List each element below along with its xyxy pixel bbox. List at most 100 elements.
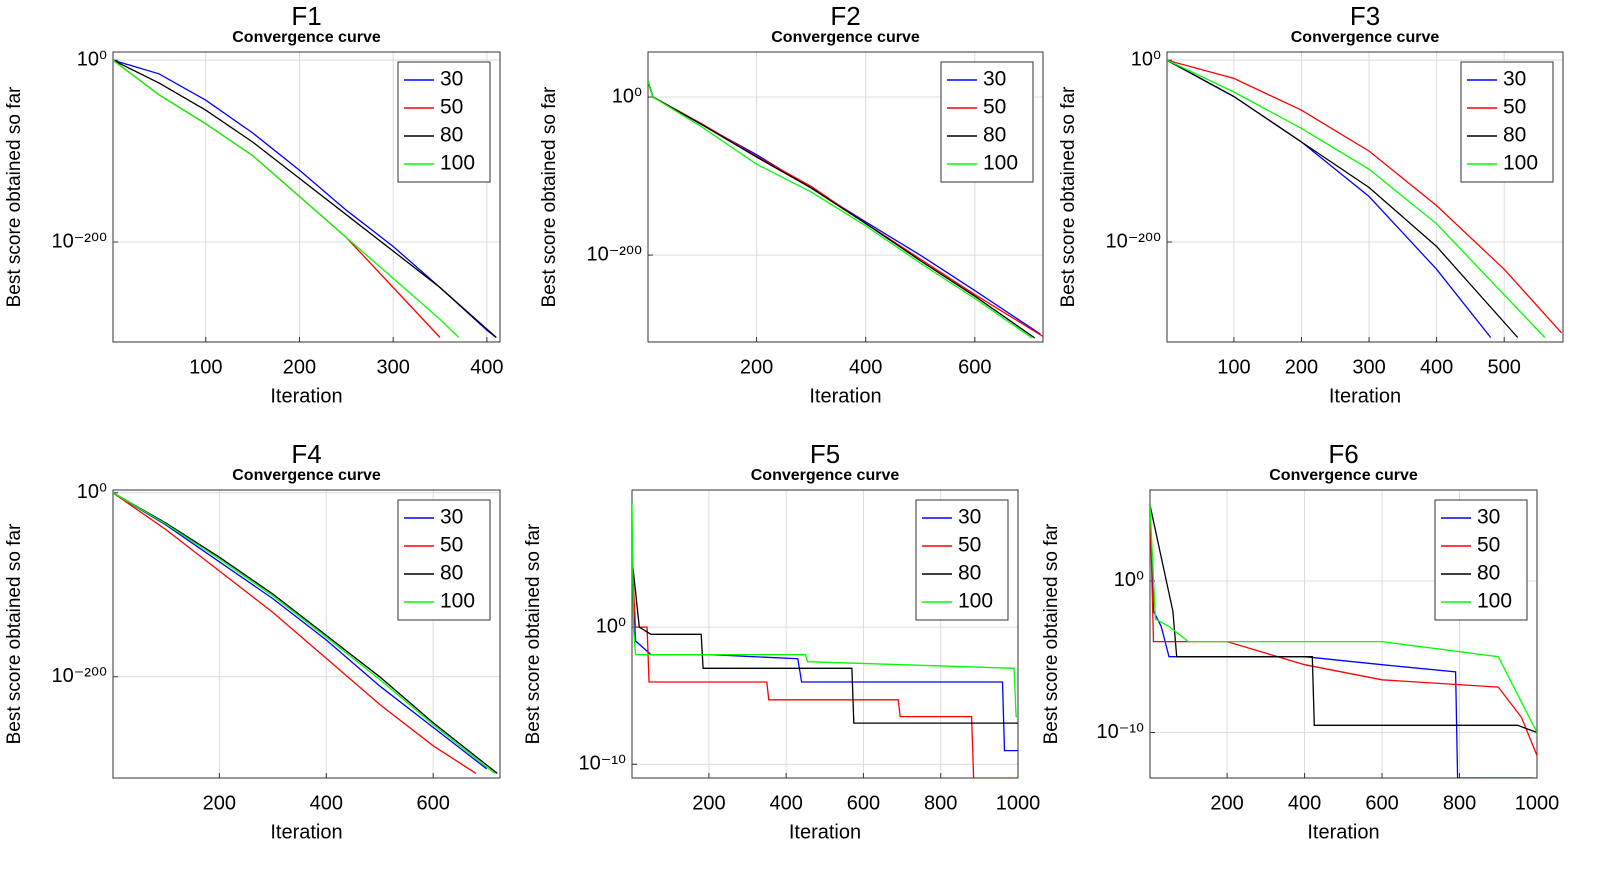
x-axis-label: Iteration <box>270 821 342 843</box>
y-tick-label: 10⁰ <box>1114 569 1144 591</box>
y-tick-label: 10⁻²⁰⁰ <box>1106 230 1162 252</box>
x-tick-label: 100 <box>1217 356 1250 378</box>
series-line <box>113 59 460 338</box>
x-axis-label: Iteration <box>270 385 342 407</box>
legend-label: 100 <box>440 152 475 175</box>
x-tick-label: 600 <box>847 792 880 814</box>
x-tick-label: 400 <box>849 356 882 378</box>
chart-title: Convergence curve <box>771 29 920 46</box>
legend-label: 50 <box>440 534 463 557</box>
y-axis-label: Best score obtained so far <box>1041 523 1062 744</box>
y-tick-label: 10⁻¹⁰ <box>579 753 626 775</box>
legend-box <box>1434 499 1528 621</box>
panel-label: F6 <box>1328 439 1358 469</box>
series-line <box>113 492 487 770</box>
x-tick-label: 200 <box>692 792 725 814</box>
y-tick-label: 10⁻²⁰⁰ <box>52 665 108 687</box>
series-line <box>1150 505 1535 778</box>
x-tick-label: 200 <box>283 356 316 378</box>
y-axis-label: Best score obtained so far <box>1058 86 1079 307</box>
series-line <box>632 558 1018 778</box>
legend-label: 80 <box>1503 124 1526 147</box>
legend-label: 30 <box>958 506 981 529</box>
legend-label: 50 <box>983 96 1006 119</box>
x-tick-label: 200 <box>1210 792 1243 814</box>
y-tick-label: 10⁻²⁰⁰ <box>587 243 643 265</box>
series-line <box>1150 505 1537 756</box>
y-tick-label: 10⁰ <box>1131 48 1161 70</box>
legend-label: 80 <box>983 124 1006 147</box>
legend-label: 100 <box>958 590 993 613</box>
plot-frame <box>112 489 501 779</box>
legend-label: 30 <box>440 68 463 91</box>
x-tick-label: 400 <box>769 792 802 814</box>
x-tick-label: 100 <box>189 356 222 378</box>
legend-label: 50 <box>1503 96 1526 119</box>
panel-label: F3 <box>1350 1 1380 31</box>
series-line <box>648 81 1036 339</box>
y-axis-label: Best score obtained so far <box>539 86 560 307</box>
x-tick-label: 600 <box>958 356 991 378</box>
y-axis-label: Best score obtained so far <box>4 86 25 307</box>
y-tick-label: 10⁰ <box>596 615 626 637</box>
series-line <box>648 81 1033 339</box>
series-line <box>632 558 1018 752</box>
legend-label: 100 <box>440 590 475 613</box>
y-axis-label: Best score obtained so far <box>523 523 544 744</box>
panel-label: F1 <box>291 1 321 31</box>
y-axis-label: Best score obtained so far <box>4 523 25 744</box>
x-tick-label: 300 <box>376 356 409 378</box>
x-tick-label: 800 <box>924 792 957 814</box>
panel-label: F4 <box>291 439 321 469</box>
x-tick-label: 400 <box>1420 356 1453 378</box>
legend-label: 30 <box>1503 68 1526 91</box>
legend-label: 80 <box>440 124 463 147</box>
legend-label: 50 <box>958 534 981 557</box>
panel-label: F2 <box>830 1 860 31</box>
plot-frame <box>647 51 1044 343</box>
series-line <box>1167 59 1546 338</box>
chart-title: Convergence curve <box>1291 29 1440 46</box>
x-axis-label: Iteration <box>1307 821 1379 843</box>
legend-box <box>397 61 491 183</box>
x-tick-label: 200 <box>740 356 773 378</box>
x-tick-label: 1000 <box>1515 792 1560 814</box>
x-tick-label: 800 <box>1443 792 1476 814</box>
legend-label: 80 <box>440 562 463 585</box>
series-line <box>1150 505 1537 733</box>
x-tick-label: 600 <box>1365 792 1398 814</box>
series-line <box>113 492 498 774</box>
chart-title: Convergence curve <box>751 467 900 484</box>
x-axis-label: Iteration <box>1329 385 1401 407</box>
chart-title: Convergence curve <box>232 29 381 46</box>
x-tick-label: 400 <box>470 356 503 378</box>
legend-label: 30 <box>983 68 1006 91</box>
y-tick-label: 10⁰ <box>77 48 107 70</box>
x-tick-label: 1000 <box>996 792 1041 814</box>
legend-box <box>1460 61 1554 183</box>
plot-frame <box>631 489 1019 779</box>
plot-frame <box>1166 51 1564 343</box>
x-axis-label: Iteration <box>789 821 861 843</box>
legend-label: 80 <box>1477 562 1500 585</box>
chart-title: Convergence curve <box>1269 467 1418 484</box>
x-tick-label: 200 <box>1285 356 1318 378</box>
legend-label: 30 <box>1477 506 1500 529</box>
series-line <box>1167 59 1519 338</box>
legend-label: 30 <box>440 506 463 529</box>
series-line <box>1167 59 1563 334</box>
legend-box <box>397 499 491 621</box>
series-line <box>113 492 496 774</box>
legend-label: 100 <box>983 152 1018 175</box>
legend-box <box>915 499 1009 621</box>
chart-title: Convergence curve <box>232 467 381 484</box>
x-tick-label: 600 <box>416 792 449 814</box>
legend-label: 50 <box>440 96 463 119</box>
